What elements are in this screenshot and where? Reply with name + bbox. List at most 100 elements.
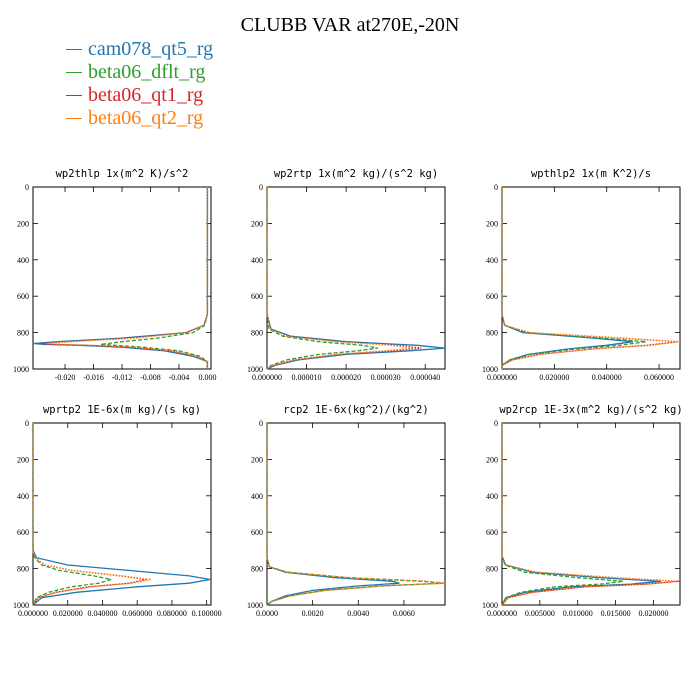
chart-panel: wpthlp2 1x(m K^2)/s 0 200 400 600 800 10000.00… [482,168,681,382]
series-line [266,187,414,370]
legend-entry: cam078_qt5_rg [66,38,213,61]
chart-panel: wp2rtp 1x(m^2 kg)/(s^2 kg) 0 200 400 600 800 1… [247,168,446,382]
y-tick-label: 600 [251,528,263,537]
y-tick-label: 1000 [247,601,263,610]
chart-panel: wprtp2 1E-6x(m kg)/(s kg) 0 200 400 600 800 10… [13,404,222,618]
y-tick-label: 200 [251,219,263,228]
x-tick-label: 0.060000 [122,609,152,618]
x-tick-label: 0.080000 [157,609,187,618]
series-line [501,423,677,606]
legend-swatch [66,72,82,73]
y-tick-label: 800 [17,565,29,574]
chart-title: wprtp2 1E-6x(m kg)/(s kg) [43,404,201,416]
series-line [32,423,112,606]
x-tick-label: 0.040000 [87,609,117,618]
page-title: CLUBB VAR at270E,-20N [240,14,460,36]
y-tick-label: 400 [486,256,498,265]
x-tick-label: 0.0060 [393,609,415,618]
y-tick-label: 600 [486,528,498,537]
x-tick-label: 0.0000 [256,609,278,618]
x-tick-label: 0.040000 [592,373,622,382]
x-tick-label: 0.015000 [601,609,631,618]
plot-frame [32,422,212,606]
series-line [32,423,147,606]
plot-frame [501,422,681,606]
y-tick-label: 400 [486,492,498,501]
y-tick-label: 800 [17,329,29,338]
y-tick-label: 1000 [482,601,498,610]
x-tick-label: -0.008 [140,373,161,382]
series-line [266,187,422,370]
legend-label: beta06_qt2_rg [88,107,204,129]
x-tick-label: 0.0040 [347,609,369,618]
x-tick-label: 0.000000 [18,609,48,618]
plot-frame [501,186,681,370]
x-tick-label: -0.016 [83,373,104,382]
y-tick-label: 0 [25,183,29,192]
x-tick-label: 0.000 [198,373,216,382]
series-line [32,423,152,606]
series-line [501,423,681,606]
series-line [266,187,378,370]
x-tick-label: 0.060000 [644,373,674,382]
y-tick-label: 600 [251,292,263,301]
x-tick-label: 0.010000 [563,609,593,618]
x-tick-label: -0.020 [55,373,76,382]
series-line [501,187,681,369]
series-line [501,187,647,369]
series-line [266,187,446,370]
y-tick-label: 600 [17,292,29,301]
x-tick-label: 0.000040 [410,373,440,382]
series-line [100,187,209,369]
x-tick-label: 0.000000 [487,609,517,618]
x-tick-label: 0.020000 [638,609,668,618]
series-line [266,423,446,606]
y-tick-label: 600 [486,292,498,301]
y-tick-label: 1000 [13,601,29,610]
chart-title: rcp2 1E-6x(kg^2)/(kg^2) [283,404,428,416]
x-tick-label: 0.100000 [192,609,222,618]
x-tick-label: 0.000010 [292,373,322,382]
chart-panel: rcp2 1E-6x(kg^2)/(kg^2) 0 200 400 600 800 1000… [247,404,446,618]
y-tick-label: 1000 [247,365,263,374]
y-tick-label: 400 [251,256,263,265]
y-tick-label: 400 [17,256,29,265]
legend-label: beta06_qt1_rg [88,84,204,106]
x-tick-label: 0.005000 [525,609,555,618]
x-tick-label: 0.000000 [252,373,282,382]
x-tick-label: 0.000000 [487,373,517,382]
series-line [501,187,678,369]
x-tick-label: -0.004 [169,373,190,382]
chart-panel: wp2rcp 1E-3x(m^2 kg)/(s^2 kg)0 200 400 600 8… [482,404,683,618]
y-tick-label: 200 [486,455,498,464]
y-tick-label: 1000 [482,365,498,374]
legend-entry: beta06_qt1_rg [66,84,213,107]
chart-title: wpthlp2 1x(m K^2)/s [531,168,651,180]
chart-title: wp2rtp 1x(m^2 kg)/(s^2 kg) [274,168,438,180]
y-tick-label: 800 [486,565,498,574]
x-tick-label: 0.020000 [539,373,569,382]
y-tick-label: 0 [494,183,498,192]
x-tick-label: -0.012 [112,373,133,382]
y-tick-label: 400 [17,492,29,501]
y-tick-label: 200 [17,455,29,464]
x-tick-label: 0.000020 [331,373,361,382]
chart-panel: wp2thlp 1x(m^2 K)/s^2 0 200 400 600 800 1000 -0… [13,168,216,382]
y-tick-label: 1000 [13,365,29,374]
legend-entry: beta06_qt2_rg [66,107,213,130]
y-tick-label: 200 [17,219,29,228]
legend-entry: beta06_dflt_rg [66,61,213,84]
series-line [47,187,209,369]
chart-title: wp2thlp 1x(m^2 K)/s^2 [56,168,189,180]
y-tick-label: 800 [251,565,263,574]
y-tick-label: 0 [259,183,263,192]
series-line [501,187,633,369]
y-tick-label: 800 [251,329,263,338]
x-tick-label: 0.0020 [302,609,324,618]
chart-title: wp2rcp 1E-3x(m^2 kg)/(s^2 kg) [499,404,682,416]
legend-swatch [66,118,82,119]
y-tick-label: 200 [251,455,263,464]
y-tick-label: 0 [25,419,29,428]
legend-label: beta06_dflt_rg [88,61,206,83]
